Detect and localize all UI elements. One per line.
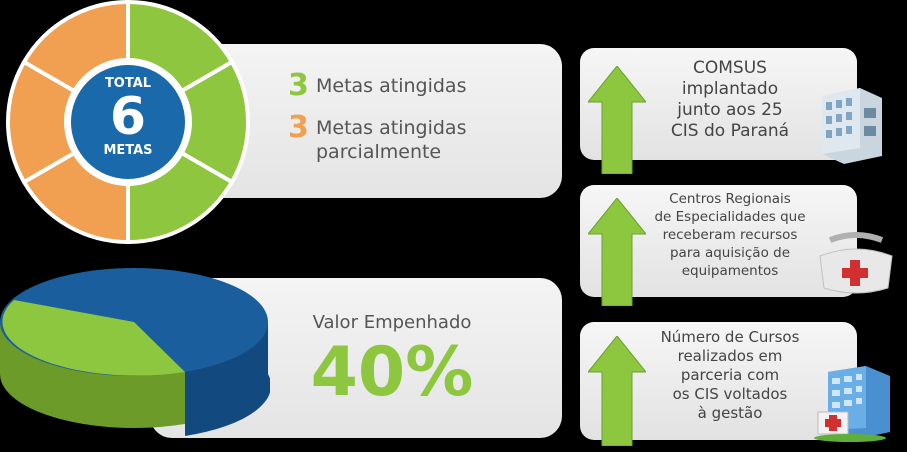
side-item-centros-text: Centros Regionais de Especialidades que … <box>654 191 806 279</box>
metas-label: METAS <box>103 143 153 158</box>
metas-donut-chart <box>6 0 250 245</box>
partial-count: 3 <box>288 110 309 145</box>
valor-label: Valor Empenhado <box>312 312 472 333</box>
valor-percent: 40% <box>310 333 474 412</box>
side-item-comsus-text: COMSUS implantado junto aos 25 CIS do Pa… <box>670 58 790 141</box>
medical-bag-icon <box>819 232 893 294</box>
partial-label-line1: Metas atingidas <box>316 117 467 139</box>
donut-segment-partial <box>21 0 130 94</box>
up-arrow-icon <box>588 66 646 174</box>
total-label: TOTAL <box>104 76 152 91</box>
valor-pie-chart <box>0 268 270 436</box>
achieved-count: 3 <box>288 68 309 103</box>
partial-label-line2: parcialmente <box>316 141 442 163</box>
up-arrow-icon <box>588 336 646 446</box>
achieved-label: Metas atingidas <box>316 75 467 97</box>
hospital-icon <box>814 366 890 442</box>
building-icon <box>822 88 882 164</box>
donut-center: TOTAL 6 METAS <box>71 70 185 158</box>
total-value: 6 <box>109 87 147 147</box>
side-item-cursos-text: Número de Cursos realizados em parceria … <box>660 328 800 422</box>
valor-empenhado-slice <box>2 300 186 376</box>
metas-partial-row: 3 Metas atingidas parcialmente <box>288 110 467 164</box>
up-arrow-icon <box>588 198 646 306</box>
metas-achieved-row: 3 Metas atingidas <box>288 68 467 103</box>
